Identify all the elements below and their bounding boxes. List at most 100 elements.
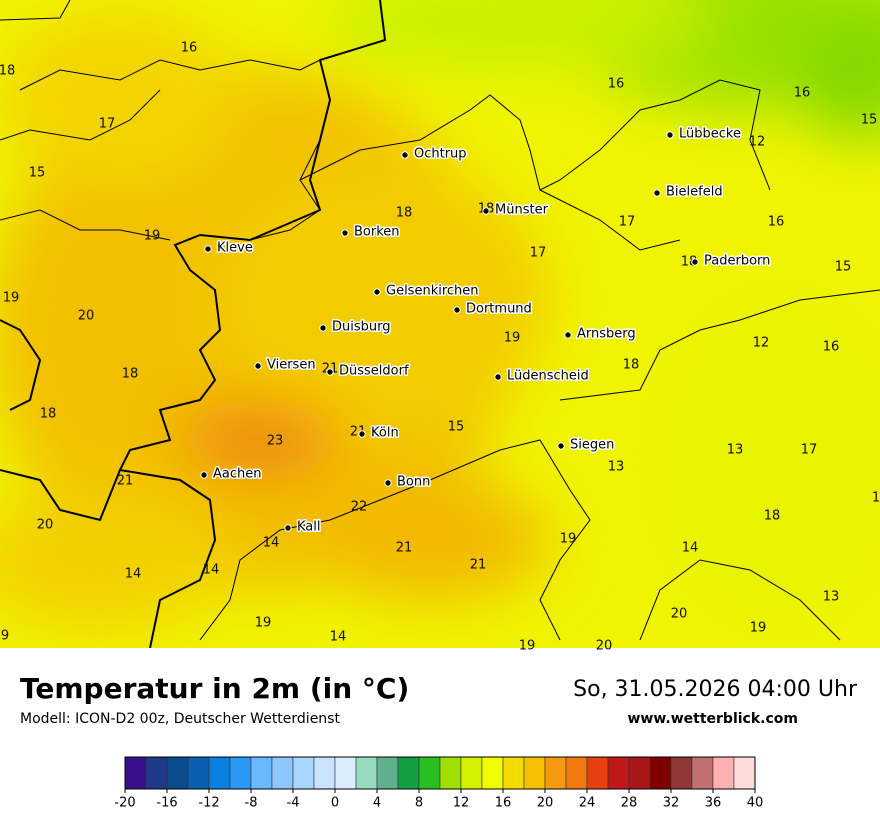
legend-tick-label: 40 bbox=[747, 796, 764, 811]
temperature: 18 bbox=[0, 64, 15, 79]
temperature: 15 bbox=[861, 113, 878, 128]
legend-tick-label: 32 bbox=[663, 796, 680, 811]
legend-swatch bbox=[166, 756, 189, 790]
temperature: 19 bbox=[144, 229, 161, 244]
legend-swatch bbox=[607, 756, 630, 790]
temperature: 21 bbox=[396, 541, 413, 556]
city-dot bbox=[453, 306, 461, 314]
legend-swatch bbox=[670, 756, 693, 790]
temperature: 15 bbox=[448, 420, 465, 435]
legend-tick-label: 36 bbox=[705, 796, 722, 811]
city-label: Borken bbox=[354, 225, 400, 240]
temperature: 12 bbox=[749, 135, 766, 150]
temperature: 1 bbox=[872, 491, 880, 506]
temperature: 18 bbox=[764, 509, 781, 524]
temperature: 13 bbox=[727, 443, 744, 458]
city-label: Gelsenkirchen bbox=[386, 284, 479, 299]
legend-swatch bbox=[355, 756, 378, 790]
city-dot bbox=[494, 373, 502, 381]
city-label: Lüdenscheid bbox=[507, 369, 589, 384]
legend-swatch bbox=[460, 756, 483, 790]
legend-swatch bbox=[502, 756, 525, 790]
temperature: 23 bbox=[267, 434, 284, 449]
city-label: Kleve bbox=[217, 241, 253, 256]
city-label: Siegen bbox=[570, 438, 614, 453]
city-label: Duisburg bbox=[332, 320, 391, 335]
legend-swatch bbox=[523, 756, 546, 790]
city-label: Bielefeld bbox=[666, 185, 723, 200]
date: So, 31.05.2026 04:00 Uhr bbox=[573, 677, 858, 702]
temperature: 18 bbox=[681, 255, 698, 270]
city-label: Lübbecke bbox=[679, 127, 741, 142]
temperature: 16 bbox=[181, 41, 198, 56]
legend-tick-label: 0 bbox=[331, 796, 339, 811]
legend-swatch bbox=[250, 756, 273, 790]
city-dot bbox=[384, 479, 392, 487]
city-dot bbox=[254, 362, 262, 370]
legend-swatch bbox=[397, 756, 420, 790]
city-dot bbox=[401, 151, 409, 159]
temperature: 21 bbox=[117, 474, 134, 489]
site: www.wetterblick.com bbox=[628, 711, 799, 727]
temperature: 16 bbox=[608, 77, 625, 92]
temperature: 17 bbox=[801, 443, 818, 458]
legend-tick-label: -4 bbox=[287, 796, 300, 811]
legend-swatch bbox=[544, 756, 567, 790]
legend-swatch bbox=[208, 756, 231, 790]
temperature: 16 bbox=[794, 86, 811, 101]
temperature: 18 bbox=[623, 358, 640, 373]
temperature: 14 bbox=[203, 563, 220, 578]
legend-swatch bbox=[691, 756, 714, 790]
legend-swatch bbox=[187, 756, 210, 790]
temperature: 18 bbox=[122, 367, 139, 382]
city-label: Dortmund bbox=[466, 302, 532, 317]
legend-tick-label: 16 bbox=[495, 796, 512, 811]
city-label: Ochtrup bbox=[414, 147, 467, 162]
legend-swatch bbox=[271, 756, 294, 790]
city-dot bbox=[341, 229, 349, 237]
temperature: 16 bbox=[823, 340, 840, 355]
legend-tick-label: 4 bbox=[373, 796, 381, 811]
legend-swatch bbox=[292, 756, 315, 790]
temperature: 12 bbox=[753, 336, 770, 351]
legend-swatch bbox=[229, 756, 252, 790]
temperature: 20 bbox=[596, 639, 613, 654]
legend-swatch bbox=[313, 756, 336, 790]
temperature: 14 bbox=[263, 536, 280, 551]
legend-swatch bbox=[586, 756, 609, 790]
temperature: 17 bbox=[619, 215, 636, 230]
temperature: 20 bbox=[37, 518, 54, 533]
city-label: Köln bbox=[371, 426, 399, 441]
city-dot bbox=[653, 189, 661, 197]
city-dot bbox=[358, 430, 366, 438]
temperature: 19 bbox=[255, 616, 272, 631]
legend-swatch bbox=[418, 756, 441, 790]
legend-swatch bbox=[439, 756, 462, 790]
legend-tick-label: 20 bbox=[537, 796, 554, 811]
city-dot bbox=[564, 331, 572, 339]
city-label: Arnsberg bbox=[577, 327, 636, 342]
temperature: 15 bbox=[835, 260, 852, 275]
legend-tick-label: -16 bbox=[156, 796, 177, 811]
legend-tick-label: -12 bbox=[198, 796, 219, 811]
city-label: Münster bbox=[495, 203, 549, 218]
legend-swatch bbox=[628, 756, 651, 790]
city-dot bbox=[482, 207, 490, 215]
temperature: 13 bbox=[823, 590, 840, 605]
map-field bbox=[0, 0, 880, 648]
city-dot bbox=[204, 245, 212, 253]
legend-tick-label: -20 bbox=[114, 796, 135, 811]
legend-tick-label: 12 bbox=[453, 796, 470, 811]
city-label: Aachen bbox=[213, 467, 261, 482]
legend-frame bbox=[124, 756, 756, 790]
legend-swatch bbox=[649, 756, 672, 790]
legend-tick-label: -8 bbox=[245, 796, 258, 811]
legend-tick-label: 28 bbox=[621, 796, 638, 811]
temperature: 19 bbox=[750, 621, 767, 636]
city-dot bbox=[319, 324, 327, 332]
temperature: 20 bbox=[78, 309, 95, 324]
legend-swatch bbox=[145, 756, 168, 790]
temperature: 15 bbox=[29, 166, 46, 181]
legend-swatch bbox=[733, 756, 756, 790]
city-dot bbox=[200, 471, 208, 479]
